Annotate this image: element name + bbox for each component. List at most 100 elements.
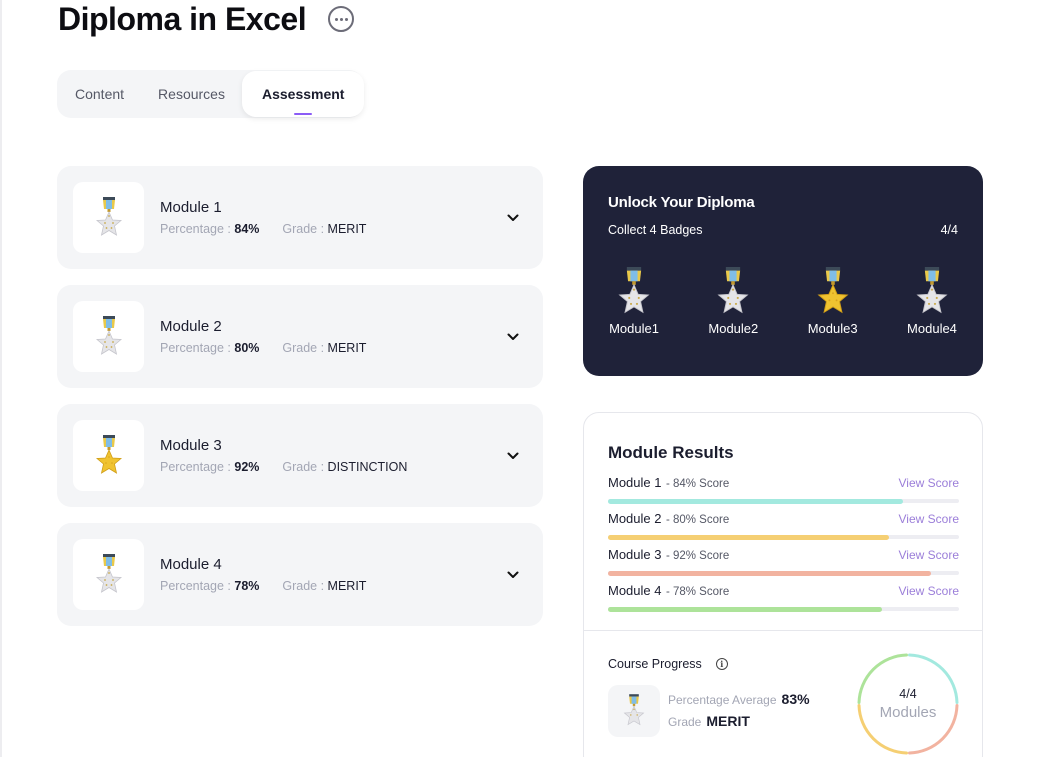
module-meta: Percentage : 84% Grade : MERIT	[160, 222, 366, 236]
average-label: Percentage Average	[668, 693, 777, 707]
module-card-3[interactable]: Module 3 Percentage : 92% Grade : DISTIN…	[57, 404, 543, 507]
diploma-badges: Module1 Module2 Module3	[608, 267, 958, 336]
result-score: - 84% Score	[665, 478, 730, 490]
view-score-link[interactable]: View Score	[898, 476, 959, 490]
unlock-diploma-card: Unlock Your Diploma Collect 4 Badges 4/4…	[583, 166, 983, 376]
modules-progress-ring	[857, 653, 959, 755]
chevron-down-icon[interactable]	[505, 329, 521, 345]
module-name: Module 4	[160, 556, 222, 573]
chevron-down-icon[interactable]	[505, 567, 521, 583]
view-score-link[interactable]: View Score	[898, 548, 959, 562]
chevron-down-icon[interactable]	[505, 448, 521, 464]
percentage-value: 92%	[234, 460, 260, 474]
result-score: - 92% Score	[665, 550, 730, 562]
page-left-border	[0, 0, 2, 757]
grade-label: Grade :	[282, 579, 325, 593]
silver-star-medal-icon	[618, 267, 650, 314]
diploma-subtitle: Collect 4 Badges	[608, 223, 703, 237]
ring-center: 4/4 Modules	[857, 653, 959, 755]
percentage-value: 80%	[234, 341, 260, 355]
module-meta: Percentage : 78% Grade : MERIT	[160, 579, 366, 593]
result-module-name: Module 1	[608, 475, 662, 490]
badge-container	[73, 539, 144, 610]
module-results-card: Module Results Module 1 - 84% Score View…	[583, 412, 983, 757]
diploma-badge-4: Module4	[906, 267, 958, 336]
tab-assessment[interactable]: Assessment	[241, 71, 365, 117]
grade-label: Grade :	[282, 222, 325, 236]
diploma-badge-2: Module2	[707, 267, 759, 336]
badge-label: Module1	[609, 321, 659, 336]
silver-star-medal-icon	[95, 196, 122, 236]
module-info: Module 4 Percentage : 78% Grade : MERIT	[160, 556, 366, 593]
result-module-name: Module 3	[608, 547, 662, 562]
diploma-title: Unlock Your Diploma	[608, 194, 755, 211]
course-tabs: Content Resources Assessment	[57, 70, 365, 118]
diploma-badge-1: Module1	[608, 267, 660, 336]
module-name: Module 1	[160, 199, 222, 216]
result-row-3: Module 3 - 92% Score View Score	[608, 546, 959, 576]
module-info: Module 3 Percentage : 92% Grade : DISTIN…	[160, 437, 407, 474]
grade-value: MERIT	[327, 341, 367, 355]
progress-stats: Percentage Average 83% Grade MERIT	[668, 691, 810, 735]
silver-star-medal-icon	[717, 267, 749, 314]
module-card-1[interactable]: Module 1 Percentage : 84% Grade : MERIT	[57, 166, 543, 269]
percentage-label: Percentage :	[160, 579, 231, 593]
score-bar-track	[608, 498, 959, 504]
grade-value: MERIT	[327, 222, 367, 236]
diploma-subtitle-row: Collect 4 Badges 4/4	[608, 223, 958, 237]
ellipsis-dot	[339, 17, 343, 21]
more-options-button[interactable]	[328, 6, 355, 32]
modules-count: 4/4	[899, 687, 917, 701]
module-name: Module 3	[160, 437, 222, 454]
score-bar-fill	[608, 498, 903, 504]
page-header: Diploma in Excel	[58, 0, 355, 38]
gold-star-medal-icon	[817, 267, 849, 314]
section-divider	[584, 630, 982, 631]
view-score-link[interactable]: View Score	[898, 584, 959, 598]
module-meta: Percentage : 80% Grade : MERIT	[160, 341, 366, 355]
score-bar-track	[608, 570, 959, 576]
info-circle-icon[interactable]: i	[715, 658, 728, 670]
module-meta: Percentage : 92% Grade : DISTINCTION	[160, 460, 407, 474]
badge-container	[73, 301, 144, 372]
result-row-2: Module 2 - 80% Score View Score	[608, 510, 959, 540]
silver-star-medal-icon	[623, 694, 645, 726]
badge-label: Module4	[907, 321, 957, 336]
grade-value: DISTINCTION	[327, 460, 408, 474]
grade-label: Grade	[668, 715, 702, 729]
module-card-2[interactable]: Module 2 Percentage : 80% Grade : MERIT	[57, 285, 543, 388]
module-info: Module 1 Percentage : 84% Grade : MERIT	[160, 199, 366, 236]
silver-star-medal-icon	[95, 553, 122, 593]
course-progress-header: Course Progress i	[608, 657, 728, 671]
tab-resources[interactable]: Resources	[158, 86, 225, 102]
module-list: Module 1 Percentage : 84% Grade : MERIT	[57, 166, 543, 642]
score-bar-track	[608, 606, 959, 612]
view-score-link[interactable]: View Score	[898, 512, 959, 526]
gold-star-medal-icon	[95, 434, 122, 474]
chevron-down-icon[interactable]	[505, 210, 521, 226]
result-row-1: Module 1 - 84% Score View Score	[608, 474, 959, 504]
modules-label: Modules	[879, 704, 937, 721]
grade-label: Grade :	[282, 460, 325, 474]
module-card-4[interactable]: Module 4 Percentage : 78% Grade : MERIT	[57, 523, 543, 626]
score-bar-fill	[608, 534, 889, 540]
average-value: 83%	[781, 691, 810, 707]
percentage-label: Percentage :	[160, 341, 231, 355]
percentage-value: 78%	[234, 579, 260, 593]
results-title: Module Results	[608, 443, 734, 462]
result-row-4: Module 4 - 78% Score View Score	[608, 582, 959, 612]
badge-container	[73, 420, 144, 491]
result-module-name: Module 2	[608, 511, 662, 526]
tab-content[interactable]: Content	[75, 86, 125, 102]
ellipsis-dot	[344, 17, 348, 21]
score-bar-track	[608, 534, 959, 540]
silver-star-medal-icon	[95, 315, 122, 355]
badge-label: Module3	[807, 321, 858, 336]
module-name: Module 2	[160, 318, 222, 335]
result-module-name: Module 4	[608, 583, 662, 598]
percentage-label: Percentage :	[160, 460, 231, 474]
badge-count: 4/4	[940, 223, 958, 237]
score-bar-fill	[608, 570, 931, 576]
result-score: - 80% Score	[665, 514, 730, 526]
grade-value: MERIT	[327, 579, 367, 593]
